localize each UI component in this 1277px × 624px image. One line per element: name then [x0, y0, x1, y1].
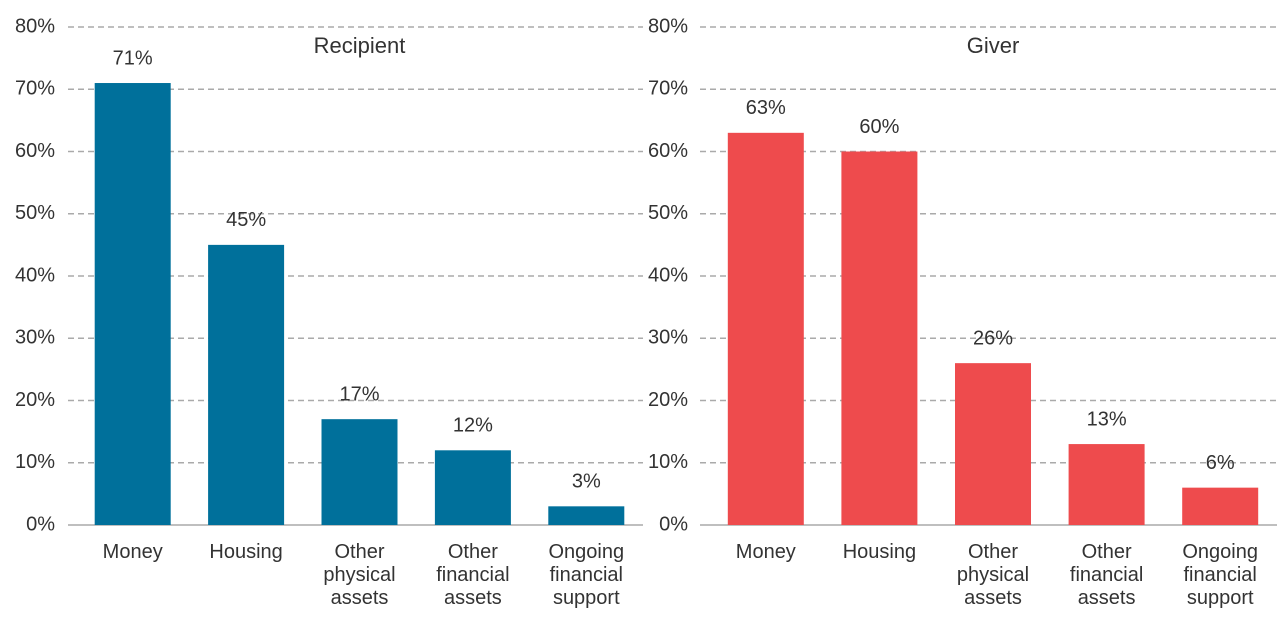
y-tick-label: 30%: [648, 327, 688, 349]
x-tick-label: Other financial assets: [436, 541, 510, 609]
y-tick-label: 40%: [648, 264, 688, 286]
bar: [727, 132, 804, 525]
bar: [94, 83, 171, 526]
value-label: 63%: [746, 97, 786, 119]
x-tick-label: Housing: [842, 541, 917, 563]
x-tick-label: Money: [735, 541, 796, 563]
y-tick-label: 10%: [648, 451, 688, 473]
y-tick-label: 80%: [15, 15, 55, 37]
y-tick-label: 30%: [15, 327, 55, 349]
bar: [434, 450, 511, 525]
x-tick-label: Other physical assets: [956, 541, 1030, 609]
x-tick-label: Ongoing financial support: [1182, 541, 1258, 609]
y-tick-label: 70%: [648, 78, 688, 100]
value-label: 12%: [453, 415, 493, 437]
x-tick-label: Other financial assets: [1069, 541, 1144, 609]
y-tick-label: 50%: [15, 202, 55, 224]
value-label: 45%: [226, 209, 266, 231]
value-label: 6%: [1206, 452, 1235, 474]
bar: [1182, 487, 1259, 525]
x-tick-label: Housing: [209, 541, 283, 563]
value-label: 26%: [973, 327, 1013, 349]
y-tick-label: 50%: [648, 202, 688, 224]
x-tick-label: Other physical assets: [323, 541, 396, 609]
value-label: 13%: [1087, 408, 1127, 430]
bar: [208, 244, 285, 525]
bar: [841, 151, 918, 525]
x-tick-label: Money: [102, 541, 163, 563]
y-tick-label: 80%: [648, 15, 688, 37]
y-tick-label: 70%: [15, 78, 55, 100]
y-tick-label: 20%: [648, 389, 688, 411]
value-label: 60%: [859, 116, 899, 138]
chart-title: Giver: [967, 33, 1020, 58]
value-label: 3%: [572, 471, 601, 493]
y-tick-label: 20%: [15, 389, 55, 411]
bar: [955, 363, 1031, 525]
bar: [321, 419, 398, 525]
y-tick-label: 0%: [26, 513, 55, 535]
chart-title: Recipient: [314, 33, 406, 58]
bar: [548, 506, 625, 525]
y-tick-label: 0%: [659, 513, 688, 535]
value-label: 71%: [113, 47, 153, 69]
bar: [1068, 444, 1145, 525]
y-tick-label: 60%: [648, 140, 688, 162]
y-tick-label: 10%: [15, 451, 55, 473]
y-tick-label: 40%: [15, 264, 55, 286]
value-label: 17%: [339, 383, 379, 405]
y-tick-label: 60%: [15, 140, 55, 162]
x-tick-label: Ongoing financial support: [548, 541, 625, 609]
